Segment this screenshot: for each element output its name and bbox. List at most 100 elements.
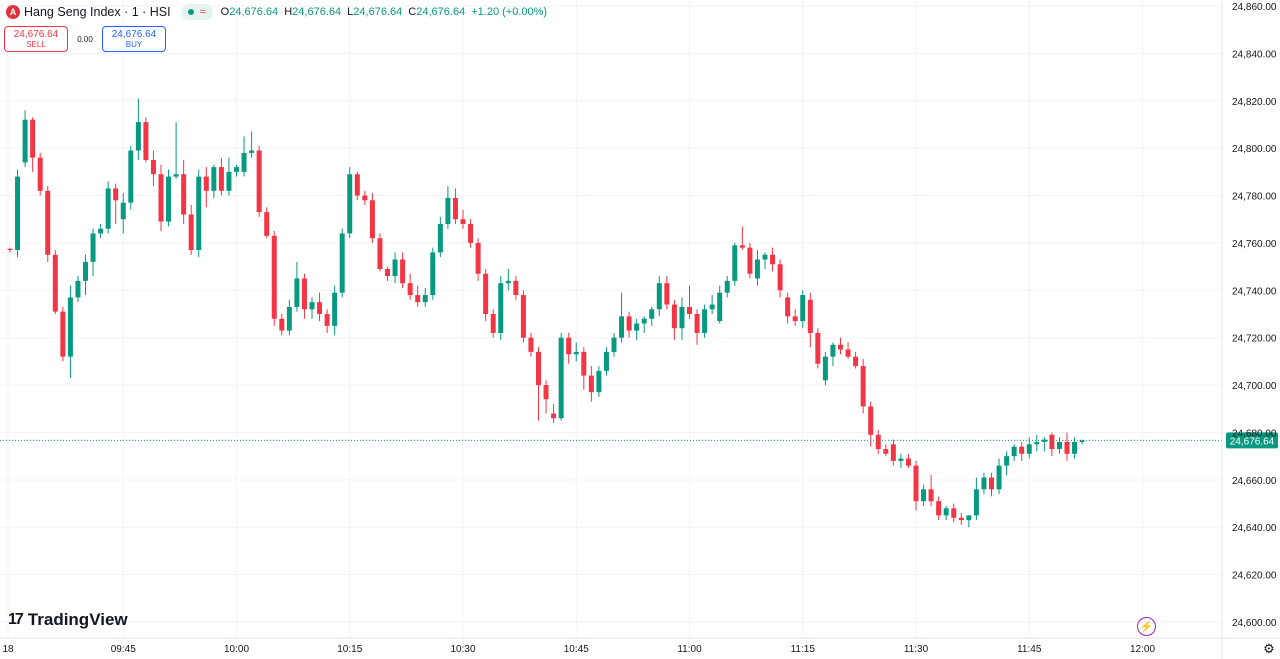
candle-body [573,351,579,355]
candle [301,273,307,319]
candle [415,285,421,307]
candle [958,513,964,525]
candle-body [445,197,451,224]
candle [60,306,66,362]
candle [619,292,625,343]
x-tick-label: 12:00 [1130,644,1155,655]
candle [573,342,579,362]
candle-body [603,351,609,371]
candle-body [800,295,806,322]
candle-body [173,174,179,177]
x-tick-label: 10:15 [337,644,362,655]
y-tick-label: 24,740.00 [1232,286,1277,297]
candle [120,193,126,234]
candle [717,285,723,324]
candle-body [332,292,338,326]
buy-button[interactable]: 24,676.64 BUY [102,26,166,52]
candle-body [15,176,21,251]
candle [332,285,338,336]
candle-body [7,248,13,251]
candle-body [958,517,964,521]
candle-body [996,465,1002,490]
candle-body [792,316,798,322]
logo-text: TradingView [27,610,128,629]
candle-body [90,233,96,262]
candle-body [279,318,285,331]
buy-price: 24,676.64 [111,28,157,40]
candle-body [249,150,255,153]
candle-body [347,174,353,234]
candle [30,117,36,172]
y-tick-label: 24,720.00 [1232,334,1277,345]
candle [611,332,617,357]
candle [520,290,526,343]
candle [807,292,813,348]
candle-body [188,214,194,251]
gear-icon[interactable]: ⚙ [1263,641,1275,656]
x-tick-label: 11:15 [791,644,816,655]
candle [1041,437,1047,452]
candle-body [558,337,564,419]
candle [324,309,330,333]
candle-body [807,299,813,333]
candle [966,515,972,528]
candle-body [203,176,209,191]
candle-body [528,337,534,352]
y-tick-label: 24,700.00 [1232,381,1277,392]
lightning-icon[interactable]: ⚡ [1137,617,1156,636]
candle-body [928,489,934,502]
candle-body [234,167,239,172]
candle-body [1049,434,1055,450]
candle [513,276,519,300]
candles [7,98,1085,528]
symbol-title[interactable]: Hang Seng Index · 1 · HSI [24,5,171,19]
candle-body [581,351,587,376]
candle-body [158,174,164,222]
candle [98,223,104,239]
candle-body [256,150,262,213]
candle-body [490,314,496,333]
x-tick-label: 10:45 [564,644,589,655]
candle-body [777,264,783,291]
candle [505,268,511,291]
market-status[interactable]: ≈ [180,4,213,20]
candle [52,250,58,314]
candle [158,164,164,232]
candle [898,453,904,468]
candle [936,496,942,521]
candle [15,169,21,258]
candle [845,342,851,360]
candle [754,250,760,286]
buy-label: BUY [125,39,143,49]
candle-body [936,501,942,516]
candle-body [702,309,708,333]
candle [981,472,987,495]
candle [339,228,345,298]
candle [1064,432,1070,461]
tradingview-logo[interactable]: 17 TradingView [8,610,128,630]
candle-body [815,332,821,364]
candle-body [520,295,526,338]
candle [354,171,360,201]
low-label: L [347,6,354,18]
candle [951,503,957,523]
candle-body [309,302,315,310]
candle-body [762,254,768,260]
candle [641,316,647,333]
candle [128,145,134,210]
sell-button[interactable]: 24,676.64 SELL [4,26,68,52]
candle-body [785,297,791,317]
candle [664,276,670,310]
candle-body [860,366,866,407]
candle-body [339,233,345,293]
ohlc-values: O24,676.64 H24,676.64 L24,676.64 C24,676… [221,6,550,18]
candle-body [679,306,685,329]
candle-body [271,235,277,319]
x-tick-label: 09:45 [111,644,136,655]
candle [777,259,783,298]
candle [392,252,398,284]
x-tick-label: 10:00 [224,644,249,655]
symbol-badge[interactable]: A [6,5,20,19]
candle-body [619,316,625,338]
